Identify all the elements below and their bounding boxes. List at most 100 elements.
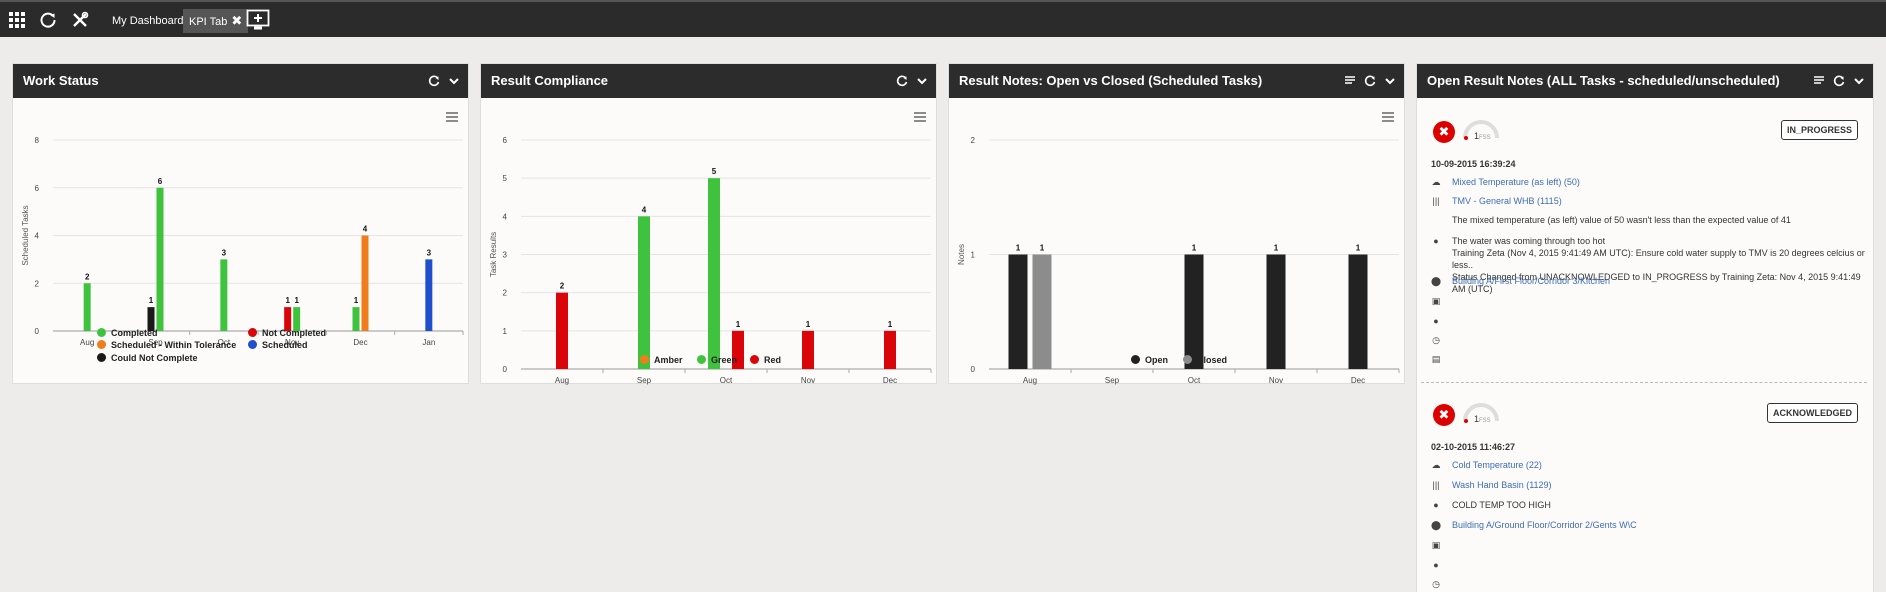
data-label: 1 xyxy=(294,296,299,305)
data-label: 1 xyxy=(1274,244,1279,253)
bar xyxy=(1032,254,1052,369)
legend-item[interactable]: Red xyxy=(750,355,781,365)
legend-swatch xyxy=(1183,355,1192,364)
bar xyxy=(1266,254,1286,369)
bar xyxy=(638,216,650,369)
legend-label: Not Completed xyxy=(262,328,326,338)
legend-item[interactable]: Closed xyxy=(1183,355,1227,365)
bar xyxy=(293,307,301,331)
chevron-down-icon[interactable] xyxy=(1384,75,1396,87)
result-notes-chart: 0 1 2 Notes Aug 1 1 Sep Oct 1 Nov 1 Dec 1 xyxy=(957,136,1400,385)
legend-item[interactable]: Not Completed xyxy=(248,328,326,338)
data-label: 5 xyxy=(712,167,717,176)
bar xyxy=(361,235,369,331)
data-label: 1 xyxy=(1192,244,1197,253)
gauge-value: 1FSS xyxy=(1474,131,1491,141)
location-link[interactable]: Building A/Ground Floor/Corridor 2/Gents… xyxy=(1452,520,1637,530)
timer-icon: ◷ xyxy=(1432,579,1440,589)
x-tick-label: Aug xyxy=(555,376,569,385)
x-tick-label: Nov xyxy=(285,338,299,347)
asset-link[interactable]: TMV - General WHB (1115) xyxy=(1452,196,1562,206)
legend-swatch xyxy=(750,355,759,364)
text-lines-icon[interactable] xyxy=(1813,75,1825,87)
chevron-down-icon[interactable] xyxy=(1853,75,1865,87)
close-circle-icon[interactable]: ✖ xyxy=(1433,121,1455,143)
chart-menu-icon[interactable] xyxy=(1382,112,1394,122)
bar xyxy=(708,178,720,369)
refresh-icon[interactable] xyxy=(428,75,440,87)
y-tick-label: 2 xyxy=(503,289,508,298)
close-circle-icon[interactable]: ✖ xyxy=(1433,404,1455,426)
refresh-icon[interactable] xyxy=(1364,75,1376,87)
refresh-icon[interactable] xyxy=(896,75,908,87)
bar xyxy=(352,307,360,331)
row: ▣ xyxy=(1431,538,1452,552)
bar xyxy=(425,259,433,331)
legend-item[interactable]: Scheduled - Within Tolerance xyxy=(97,340,236,350)
chart-menu-icon[interactable] xyxy=(914,112,926,122)
legend-label: Closed xyxy=(1197,355,1228,365)
legend-item[interactable]: Amber xyxy=(640,355,683,365)
legend-item[interactable]: Could Not Complete xyxy=(97,353,198,363)
legend-item[interactable]: Completed xyxy=(97,328,158,338)
legend-item[interactable]: Scheduled xyxy=(248,340,308,350)
refresh-icon[interactable] xyxy=(39,11,57,29)
y-tick-label: 1 xyxy=(503,327,508,336)
y-tick-label: 5 xyxy=(503,174,508,183)
x-tick-label: Sep xyxy=(637,376,652,385)
apps-grid-icon[interactable] xyxy=(8,11,26,29)
legend-swatch xyxy=(248,328,257,337)
close-tab-icon[interactable]: ✖ xyxy=(231,13,243,28)
chart-menu-icon[interactable] xyxy=(446,112,458,122)
bar xyxy=(147,307,155,331)
y-tick-label: 1 xyxy=(971,251,976,260)
comment-icon: ● xyxy=(1433,236,1439,246)
comment-row: ● xyxy=(1431,234,1452,248)
legend-label: Green xyxy=(711,355,738,365)
data-label: 1 xyxy=(888,320,893,329)
panel-header: Work Status xyxy=(13,64,468,98)
test-link[interactable]: Mixed Temperature (as left) (50) xyxy=(1452,177,1580,187)
y-tick-label: 2 xyxy=(971,136,976,145)
legend-swatch xyxy=(97,340,106,349)
tab-my-dashboard[interactable]: My Dashboard xyxy=(106,9,190,33)
location-link[interactable]: Building A/First Floor/Corridor 3/Kitche… xyxy=(1452,276,1611,286)
legend-item[interactable]: Open xyxy=(1131,355,1168,365)
comment-text: COLD TEMP TOO HIGH xyxy=(1452,500,1551,510)
x-tick-label: Oct xyxy=(1188,376,1201,385)
data-label: 3 xyxy=(427,248,432,257)
tools-icon[interactable] xyxy=(71,11,89,29)
tab-label: My Dashboard xyxy=(112,15,184,27)
y-axis-label: Task Results xyxy=(489,232,498,277)
barcode-icon: ||| xyxy=(1432,196,1440,206)
test-link[interactable]: Cold Temperature (22) xyxy=(1452,460,1542,470)
location-row: ⬤ Building A/First Floor/Corridor 3/Kitc… xyxy=(1431,274,1610,288)
add-tab-icon[interactable] xyxy=(246,9,270,31)
x-tick-label: Aug xyxy=(1023,376,1037,385)
chevron-down-icon[interactable] xyxy=(916,75,928,87)
x-tick-label: Dec xyxy=(883,376,897,385)
comment-block: The water was coming through too hot Tra… xyxy=(1452,235,1872,295)
legend-item[interactable]: Green xyxy=(697,355,737,365)
panel-header: Result Notes: Open vs Closed (Scheduled … xyxy=(949,64,1404,98)
bar xyxy=(802,330,814,369)
refresh-icon[interactable] xyxy=(1833,75,1845,87)
status-badge: ACKNOWLEDGED xyxy=(1767,403,1858,423)
chevron-down-icon[interactable] xyxy=(448,75,460,87)
legend-label: Scheduled xyxy=(262,340,308,350)
test-icon: ☁ xyxy=(1431,177,1441,187)
text-lines-icon[interactable] xyxy=(1344,75,1356,87)
work-status-panel: Work Status 0 2 4 6 8 Scheduled Tasks Aug 2 Sep 1… xyxy=(12,63,469,384)
top-bar: My Dashboard KPI Tab ✖ xyxy=(0,0,1886,37)
asset-link[interactable]: Wash Hand Basin (1129) xyxy=(1452,480,1552,490)
comment-line: Status Changed from UNACKNOWLEDGED to IN… xyxy=(1452,272,1861,294)
bar xyxy=(83,283,91,331)
x-tick-label: Nov xyxy=(801,376,815,385)
history-icon: ▤ xyxy=(1431,354,1441,364)
data-label: 1 xyxy=(149,296,154,305)
y-tick-label: 0 xyxy=(35,327,40,336)
y-tick-label: 6 xyxy=(35,184,40,193)
legend-swatch xyxy=(1131,355,1140,364)
y-tick-label: 8 xyxy=(35,136,40,145)
tab-kpi[interactable]: KPI Tab ✖ xyxy=(183,9,249,33)
